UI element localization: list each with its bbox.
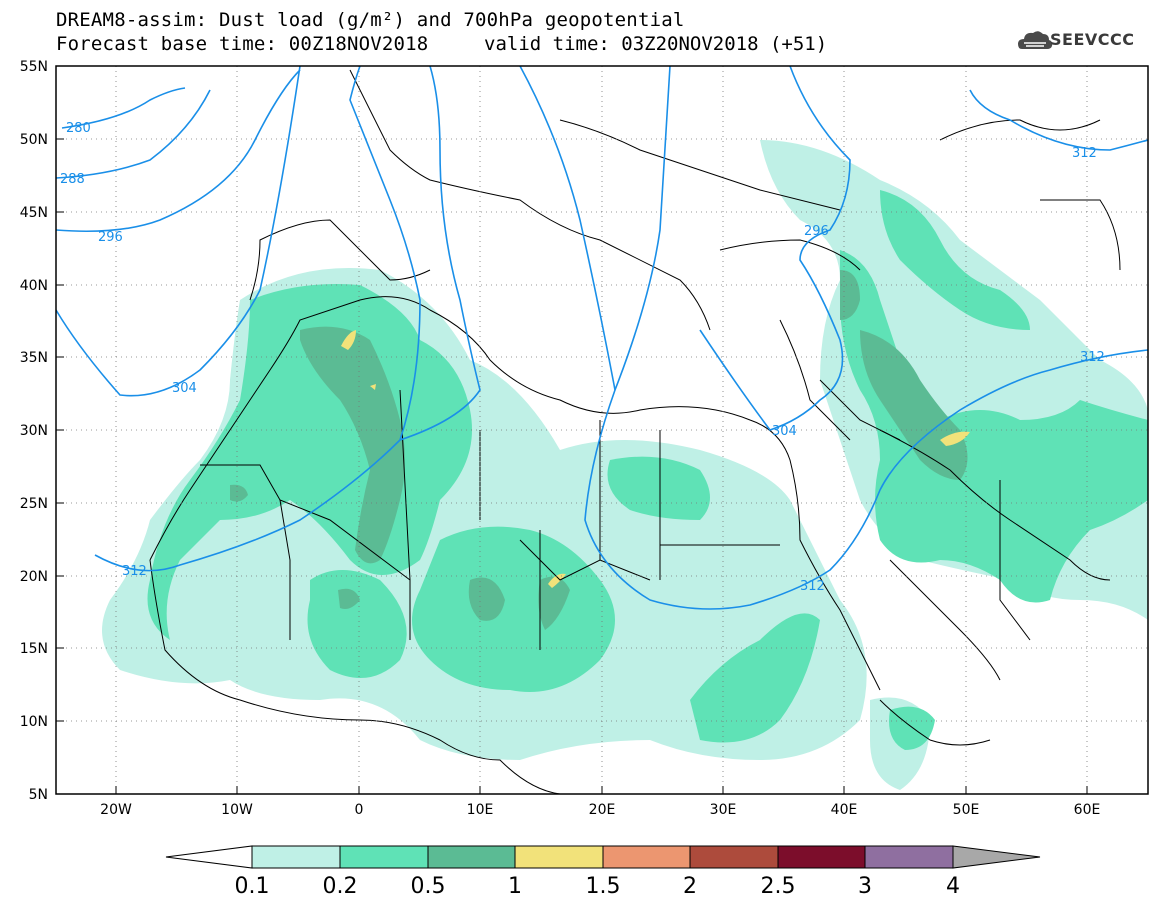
longitude-labels: 20W 10W 0 10E 20E 30E 40E 50E 60E [100,802,1100,818]
colorbar-over-arrow [952,845,1041,869]
colorbar-label: 4 [946,874,960,899]
lon-label: 20E [589,802,616,818]
lat-label: 40N [20,278,48,294]
colorbar-swatch [689,845,779,869]
lat-label: 30N [20,423,48,439]
colorbar-swatch [602,845,691,869]
lon-label: 10W [221,802,253,818]
colorbar [165,845,1041,869]
colorbar-label: 1 [508,874,522,899]
country-borders [200,379,1031,650]
lat-label: 15N [20,641,48,657]
lat-label: 20N [20,569,48,585]
colorbar-swatch [427,845,516,869]
lat-label: 55N [20,59,48,75]
contour-label-312: 312 [800,579,825,594]
colorbar-swatch [339,845,429,869]
lat-label: 10N [20,714,48,730]
lat-label: 5N [29,787,48,803]
lon-label: 20W [100,802,132,818]
colorbar-label: 0.5 [411,874,446,899]
axis-ticks [56,65,1088,795]
colorbar-label: 2.5 [761,874,796,899]
contour-label-312: 312 [1080,350,1105,365]
valid-time: valid time: 03Z20NOV2018 (+51) [484,33,828,55]
dust-level-0-2 [147,190,1148,750]
colorbar-swatch [777,845,866,869]
latitude-labels: 55N 50N 45N 40N 35N 30N 25N 20N 15N 10N … [20,59,48,803]
lon-label: 60E [1074,802,1101,818]
cloud-icon [1018,31,1053,49]
colorbar-swatch [864,845,954,869]
dust-level-1 [341,330,970,588]
contour-label-296: 296 [804,224,829,239]
contour-label-296: 296 [98,230,123,245]
contour-label-312: 312 [122,564,147,579]
contour-label-304: 304 [172,381,197,396]
colorbar-swatch [251,845,341,869]
contour-label-304: 304 [772,424,797,439]
lon-label: 0 [355,802,364,818]
contour-label-280: 280 [66,121,91,136]
forecast-base-time: Forecast base time: 00Z18NOV2018 [56,33,429,55]
lon-label: 40E [831,802,858,818]
map-field: 280 288 296 304 312 296 304 312 312 312 [56,66,1148,794]
colorbar-under-arrow [165,845,253,869]
contour-label-288: 288 [60,172,85,187]
coastlines [149,69,1121,794]
seevccc-logo-text: SEEVCCC [1050,30,1135,49]
colorbar-label: 0.1 [235,874,270,899]
graticule [56,66,1148,794]
lat-label: 45N [20,205,48,221]
geopotential-contours [56,66,1148,610]
colorbar-label: 1.5 [586,874,621,899]
colorbar-labels: 0.1 0.2 0.5 1 1.5 2 2.5 3 4 [235,874,961,899]
lon-label: 10E [467,802,494,818]
colorbar-label: 2 [683,874,697,899]
colorbar-label: 3 [858,874,872,899]
colorbar-label: 0.2 [323,874,358,899]
lat-label: 25N [20,496,48,512]
lat-label: 50N [20,132,48,148]
contour-label-312: 312 [1072,146,1097,161]
lon-label: 50E [953,802,980,818]
dust-level-0-5 [230,270,968,630]
lat-label: 35N [20,350,48,366]
colorbar-swatch [514,845,604,869]
contour-labels: 280 288 296 304 312 296 304 312 312 312 [60,121,1105,594]
lon-label: 30E [710,802,737,818]
map-title: DREAM8-assim: Dust load (g/m²) and 700hP… [56,9,685,31]
